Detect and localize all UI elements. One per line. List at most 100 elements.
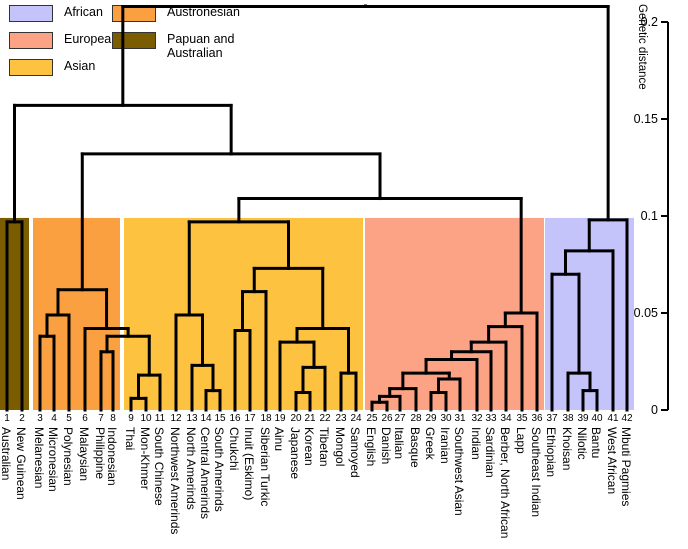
leaf-name: Bantu xyxy=(589,427,603,458)
leaf-number: 20 xyxy=(290,413,302,424)
leaf-name: Inuit (Eskimo) xyxy=(242,427,256,500)
leaf-name: Malaysian xyxy=(77,427,91,481)
legend-label-african: African xyxy=(64,5,103,19)
leaf-name: Lapp xyxy=(514,427,528,454)
leaf-name: Italian xyxy=(392,427,406,459)
leaf-number: 31 xyxy=(454,413,466,424)
leaf-number: 3 xyxy=(37,413,43,424)
leaf-number: 5 xyxy=(66,413,72,424)
leaf-name: Ainu xyxy=(272,427,286,451)
leaf-name: Mongol xyxy=(333,427,347,466)
leaf-number: 4 xyxy=(51,413,57,424)
leaf-name: Central Amerinds xyxy=(198,427,212,519)
leaf-number: 40 xyxy=(591,413,603,424)
leaf-number: 18 xyxy=(260,413,272,424)
leaf-name: Greek xyxy=(423,427,437,461)
tick-label: 0.15 xyxy=(634,112,658,126)
leaf-name: Nilotic xyxy=(575,427,589,460)
leaf-number: 24 xyxy=(350,413,362,424)
leaf-number: 8 xyxy=(110,413,116,424)
leaf-name: South Chinese xyxy=(152,427,166,506)
leaf-name: Indian xyxy=(469,427,483,460)
leaf-number: 22 xyxy=(319,413,331,424)
leaf-name: Ethiopian xyxy=(544,427,558,477)
leaf-number: 37 xyxy=(546,413,558,424)
leaf-name: Indonesian xyxy=(105,427,119,486)
band-papuan-and-australian xyxy=(0,217,29,410)
leaf-number: 38 xyxy=(562,413,574,424)
leaf-name: Polynesian xyxy=(61,427,75,486)
leaf-name: English xyxy=(364,427,378,466)
leaf-name: Iranian xyxy=(438,427,452,464)
leaf-number: 30 xyxy=(440,413,452,424)
leaf-name: Sardinian xyxy=(483,427,497,478)
leaf-number: 29 xyxy=(425,413,437,424)
leaf-number: 13 xyxy=(186,413,198,424)
tick-label: 0 xyxy=(651,403,658,417)
leaf-number: 10 xyxy=(140,413,152,424)
leaf-number: 32 xyxy=(471,413,483,424)
leaf-number: 36 xyxy=(531,413,543,424)
leaf-name: Basque xyxy=(408,427,422,468)
leaf-number: 34 xyxy=(500,413,512,424)
leaf-number: 9 xyxy=(128,413,134,424)
leaf-name: Mbuti Pagmies xyxy=(619,427,633,506)
leaf-name: West African xyxy=(605,427,619,494)
tick-label: 0.2 xyxy=(641,15,658,29)
leaf-name: Berber, North African xyxy=(498,427,512,538)
leaf-number: 2 xyxy=(19,413,25,424)
leaf-name: Samoyed xyxy=(348,427,362,478)
leaf-name: South Amerinds xyxy=(212,427,226,512)
legend-item-asian: Asian xyxy=(9,59,95,76)
leaf-name: Southwest Asian xyxy=(452,427,466,516)
leaf-name: Korean xyxy=(302,427,316,466)
leaf-labels: 1 Australian 2 New Guinean 3 Melanesian 4 Micro… xyxy=(0,413,633,538)
leaf-number: 41 xyxy=(607,413,619,424)
tree-branches xyxy=(5,4,629,412)
leaf-number: 28 xyxy=(410,413,422,424)
leaf-number: 1 xyxy=(4,413,10,424)
legend-swatch-european xyxy=(9,32,53,49)
tick-label: 0.1 xyxy=(641,209,658,223)
leaf-name: Southeast Indian xyxy=(529,427,543,517)
leaf-number: 19 xyxy=(274,413,286,424)
legend-label-line2: Australian xyxy=(167,46,223,60)
legend-label-european: European xyxy=(64,32,119,46)
leaf-name: Tibetan xyxy=(317,427,331,467)
leaf-name: Philippine xyxy=(93,427,107,479)
leaf-number: 23 xyxy=(335,413,347,424)
leaf-number: 12 xyxy=(170,413,182,424)
leaf-number: 17 xyxy=(244,413,256,424)
leaf-number: 6 xyxy=(82,413,88,424)
leaf-number: 21 xyxy=(304,413,316,424)
leaf-number: 42 xyxy=(621,413,633,424)
leaf-name: Thai xyxy=(123,427,137,450)
leaf-number: 11 xyxy=(155,413,166,424)
legend-swatch-asian xyxy=(9,59,53,76)
legend-label-papuan-australian: Papuan and Australian xyxy=(167,32,234,60)
leaf-number: 33 xyxy=(485,413,497,424)
leaf-name: Melanesian xyxy=(32,427,46,488)
leaf-number: 39 xyxy=(577,413,589,424)
legend-label-austronesian: Austronesian xyxy=(167,5,240,19)
leaf-name: Australian xyxy=(0,427,13,480)
leaf-number: 14 xyxy=(200,413,212,424)
leaf-number: 7 xyxy=(98,413,104,424)
leaf-name: Mon-Khmer xyxy=(138,427,152,490)
leaf-number: 25 xyxy=(366,413,378,424)
legend-item-african: African xyxy=(9,5,103,22)
leaf-name: North Amerinds xyxy=(184,427,198,510)
legend-label-line1: Papuan and xyxy=(167,32,235,46)
group-bands xyxy=(0,217,634,410)
leaf-number: 15 xyxy=(214,413,226,424)
legend-label-asian: Asian xyxy=(64,59,96,73)
leaf-number: 26 xyxy=(381,413,393,424)
leaf-number: 16 xyxy=(229,413,241,424)
leaf-name: Danish xyxy=(379,427,393,464)
leaf-name: Japanese xyxy=(288,427,302,479)
legend-item-european: European xyxy=(9,32,118,49)
tick-label: 0.05 xyxy=(634,306,658,320)
axis-title: Genetic distance xyxy=(636,4,648,90)
